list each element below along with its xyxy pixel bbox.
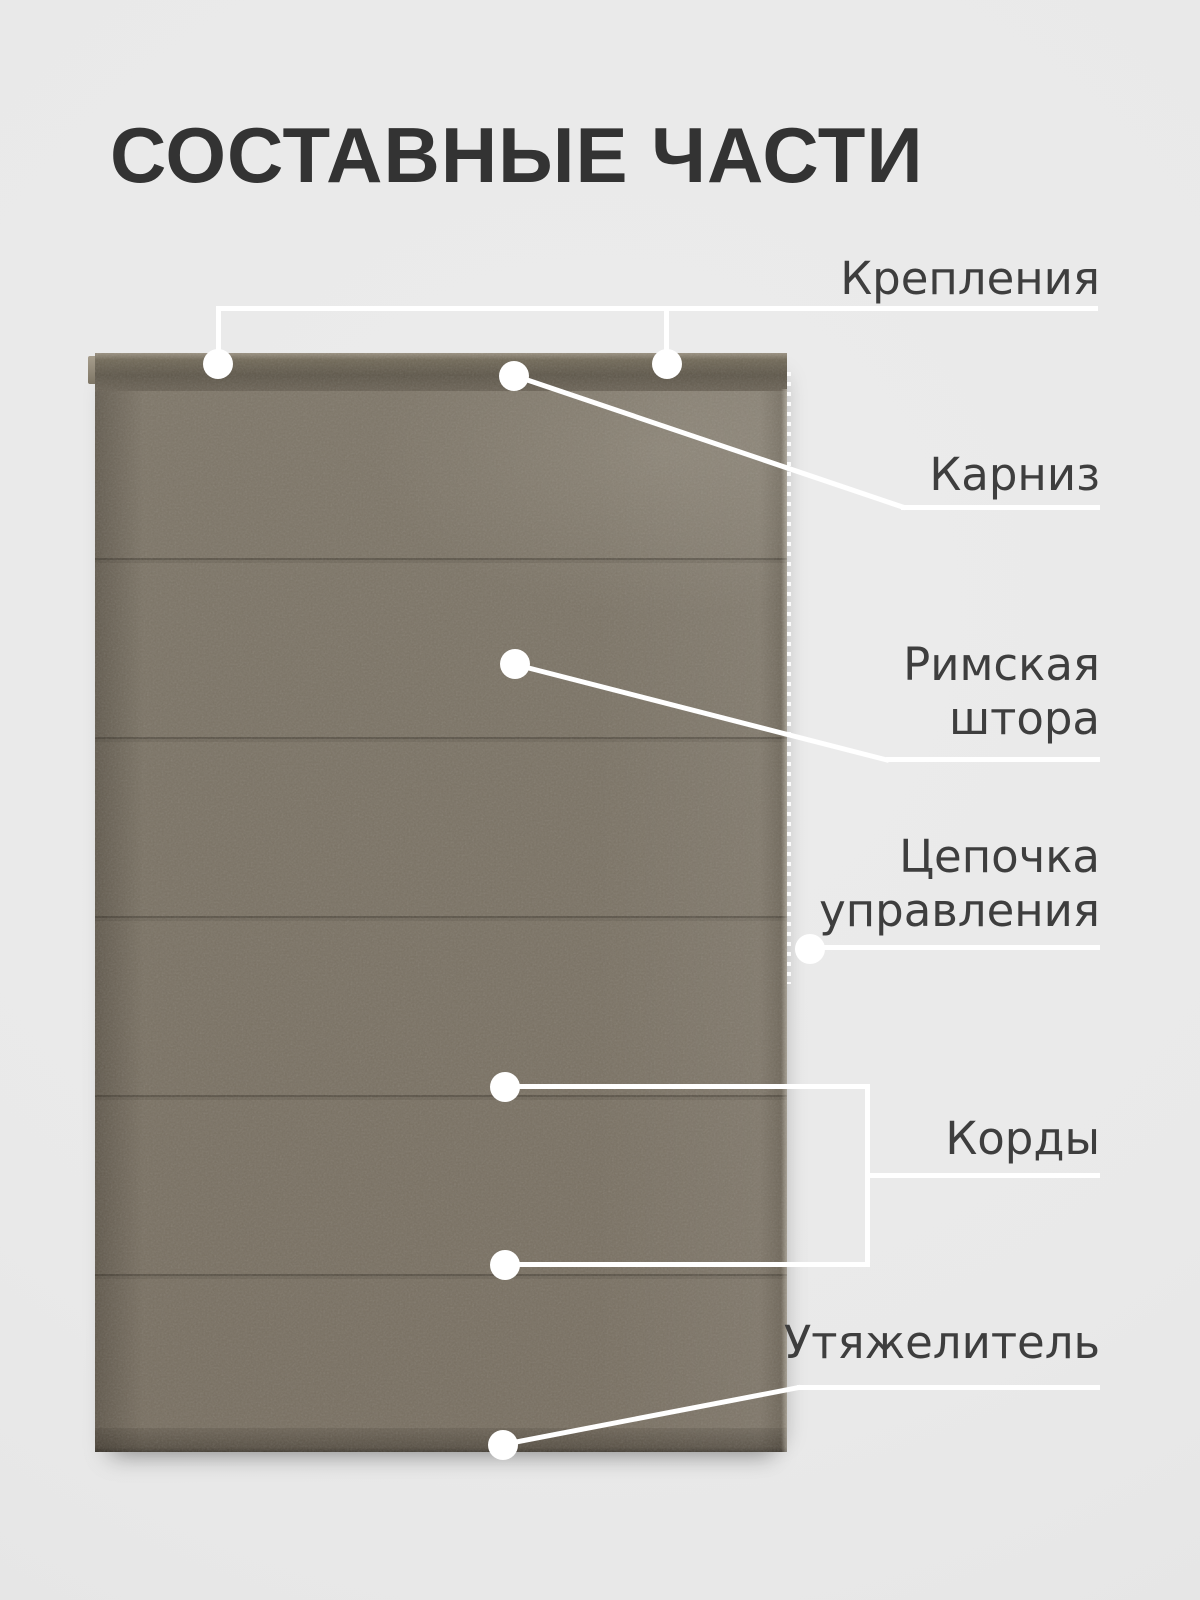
cornice-rail	[95, 353, 787, 391]
weight-bar-callout-line-horizontal	[797, 1385, 1100, 1390]
mounts-callout-line-vertical-left	[216, 306, 221, 364]
roman-blind-image	[88, 353, 787, 1452]
fabric-seam	[95, 737, 787, 742]
mounts-marker-dot-left	[203, 349, 233, 379]
control-chain-marker-dot	[795, 934, 825, 964]
cornice-marker-dot	[499, 361, 529, 391]
mounts-marker-dot-right	[652, 349, 682, 379]
control-chain	[787, 372, 791, 984]
cords-callout-line-middle	[865, 1173, 1100, 1178]
fabric-seam	[95, 1095, 787, 1100]
label-roman-shade: Римская штора	[903, 638, 1100, 745]
cords-callout-line-bottom	[505, 1262, 870, 1267]
weight-bar-hem	[95, 1428, 787, 1452]
control-chain-callout-line-horizontal	[810, 945, 1100, 950]
weight-bar-marker-dot	[488, 1430, 518, 1460]
cords-callout-line-top	[505, 1084, 870, 1089]
label-cords: Корды	[945, 1112, 1100, 1165]
fabric-seam	[95, 1274, 787, 1279]
fabric-seam	[95, 916, 787, 921]
label-weight-bar: Утяжелитель	[783, 1316, 1100, 1369]
label-mounts: Крепления	[840, 252, 1100, 305]
fabric-seam	[95, 558, 787, 563]
label-cornice: Карниз	[929, 448, 1100, 501]
cords-marker-dot-top	[490, 1072, 520, 1102]
label-control-chain: Цепочка управления	[819, 830, 1100, 937]
mounts-callout-line-vertical-right	[664, 306, 669, 364]
roman-shade-callout-line-horizontal	[886, 757, 1100, 762]
page-title: СОСТАВНЫЕ ЧАСТИ	[110, 111, 924, 199]
cornice-callout-line-horizontal	[901, 505, 1100, 510]
cords-marker-dot-bottom	[490, 1250, 520, 1280]
roman-shade-marker-dot	[500, 649, 530, 679]
mounts-callout-line-horizontal	[216, 306, 1098, 311]
